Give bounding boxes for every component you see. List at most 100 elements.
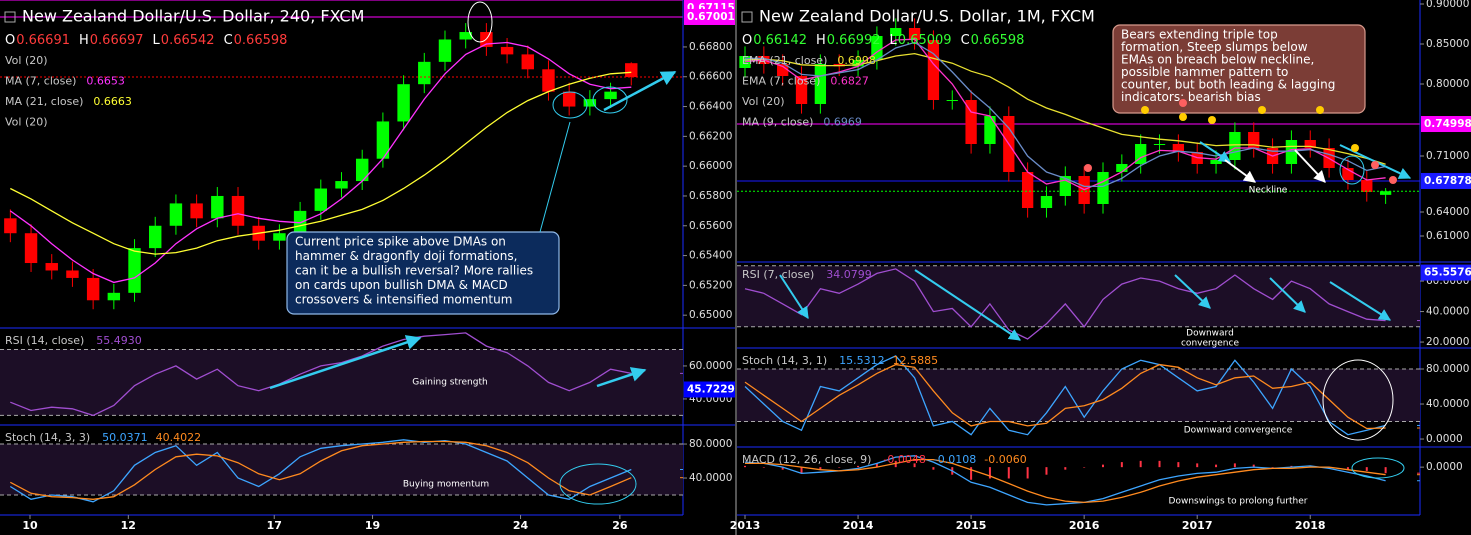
candle-body [335,181,348,189]
candle-body [814,64,827,104]
histogram-bar [1064,467,1067,470]
y-tick-label: 0.64000 [1426,206,1469,218]
candle-body [66,270,79,278]
histogram-bar [1158,460,1161,468]
histogram-bar [988,467,991,479]
pane-legend-value: 50.0371 [102,431,148,444]
price-pane [0,0,683,310]
candle-body [459,32,472,40]
ohlc-value: 0.66542 [161,33,215,48]
price-tag-label: 0.74998 [1424,118,1471,130]
highlight-circle [592,86,628,114]
x-tick-label: 2016 [1069,519,1100,532]
annotation-text: EMAs on breach below neckline, [1121,53,1314,67]
highlight-circle [1339,155,1365,185]
y-tick-label: 80.0000 [689,438,732,450]
top-marker [1351,144,1359,152]
pane-title: RSI (7, close) [742,268,814,281]
candle-body [795,76,808,104]
y-tick-label: 0.0000 [1426,461,1463,473]
candle-body [946,100,958,101]
title-icon [741,11,753,23]
candle-body [1040,196,1053,208]
histogram-bar [857,465,860,468]
y-tick-label: 0.65400 [689,250,732,262]
candle-body [293,210,307,234]
histogram-bar [1120,462,1123,468]
indicator-line [744,52,1386,165]
histogram-bar [744,465,747,468]
y-tick-label: 40.0000 [689,472,732,484]
candle-body [965,100,977,144]
histogram-bar [1007,467,1010,479]
arrow [1269,277,1306,313]
y-tick-label: 40.0000 [1426,306,1469,318]
indicator-line [744,268,1386,340]
pane-legend-value: -0.0108 [934,453,976,466]
histogram-bar [1083,467,1086,468]
annotation-box [1112,24,1366,114]
indicator-pane [0,439,683,503]
ohlc-key: L [153,33,161,48]
indicator-name: EMA (21, close) [742,54,827,67]
arrow [1329,281,1392,321]
x-tick-label: 17 [267,519,282,532]
indicator-line [10,71,632,255]
indicator-pane [744,455,1420,506]
candle-body [211,195,224,219]
signal-marker [1179,99,1187,107]
candle-body [583,99,597,107]
indicator-line [9,440,632,500]
indicator-legend: MA (9, close) 0.6969 [742,116,862,129]
candle-body [1059,176,1071,196]
level-band [737,369,1420,422]
annotation-text: indicators: bearish bias [1121,90,1261,104]
candle-body [1342,168,1354,180]
y-tick-label: 0.80000 [1426,78,1469,90]
level-band [0,444,683,496]
y-tick-label: 60.0000 [689,360,732,372]
volume-label: Vol (20) [742,95,785,108]
x-tick-label: 24 [513,519,529,532]
indicator-line [744,355,1386,436]
indicator-name: EMA (7, close) [742,75,820,88]
arrow [603,70,677,112]
candle-body [273,233,286,241]
histogram-bar [1384,467,1387,474]
indicator-line [744,363,1386,430]
price-tag [1421,172,1471,189]
y-tick-label: 0.66600 [689,71,732,83]
indicator-line [9,41,632,284]
candle-body [890,28,902,36]
pane-legend-value: -0.0060 [984,453,1026,466]
candle-body [1135,144,1147,164]
candle-body [1285,140,1298,164]
histogram-bar [970,467,973,480]
pane-title: MACD (12, 26, close, 9) [742,453,871,466]
top-marker [1258,106,1266,114]
highlight-circle [559,463,637,505]
candle-body [190,203,203,219]
decorations [4,1,1412,505]
candle-body [1021,172,1034,208]
ohlc-key: O [742,33,752,48]
indicator-legend: MA (21, close) 0.6663 [5,95,132,108]
top-marker [1141,106,1149,114]
arrow [914,269,1021,341]
histogram-bar [1045,467,1048,475]
arrow [1199,141,1231,163]
x-tick-label: 2015 [956,519,987,532]
indicator-line [9,439,632,503]
signal-marker [1371,161,1379,169]
candle-body [418,61,431,85]
chart-note: Neckline [1249,186,1288,196]
histogram-bar [1346,467,1349,470]
ohlc-value: 0.66598 [971,33,1025,48]
histogram-bar [781,467,784,470]
y-tick-label: 0.65000 [689,309,732,321]
y-tick-label: 0.66800 [689,41,732,53]
candle-body [1116,164,1128,172]
signal-marker [1389,176,1397,184]
ohlc-value: 0.66992 [827,33,881,48]
annotation-text: on cards upon bullish DMA & MACD [295,278,508,292]
